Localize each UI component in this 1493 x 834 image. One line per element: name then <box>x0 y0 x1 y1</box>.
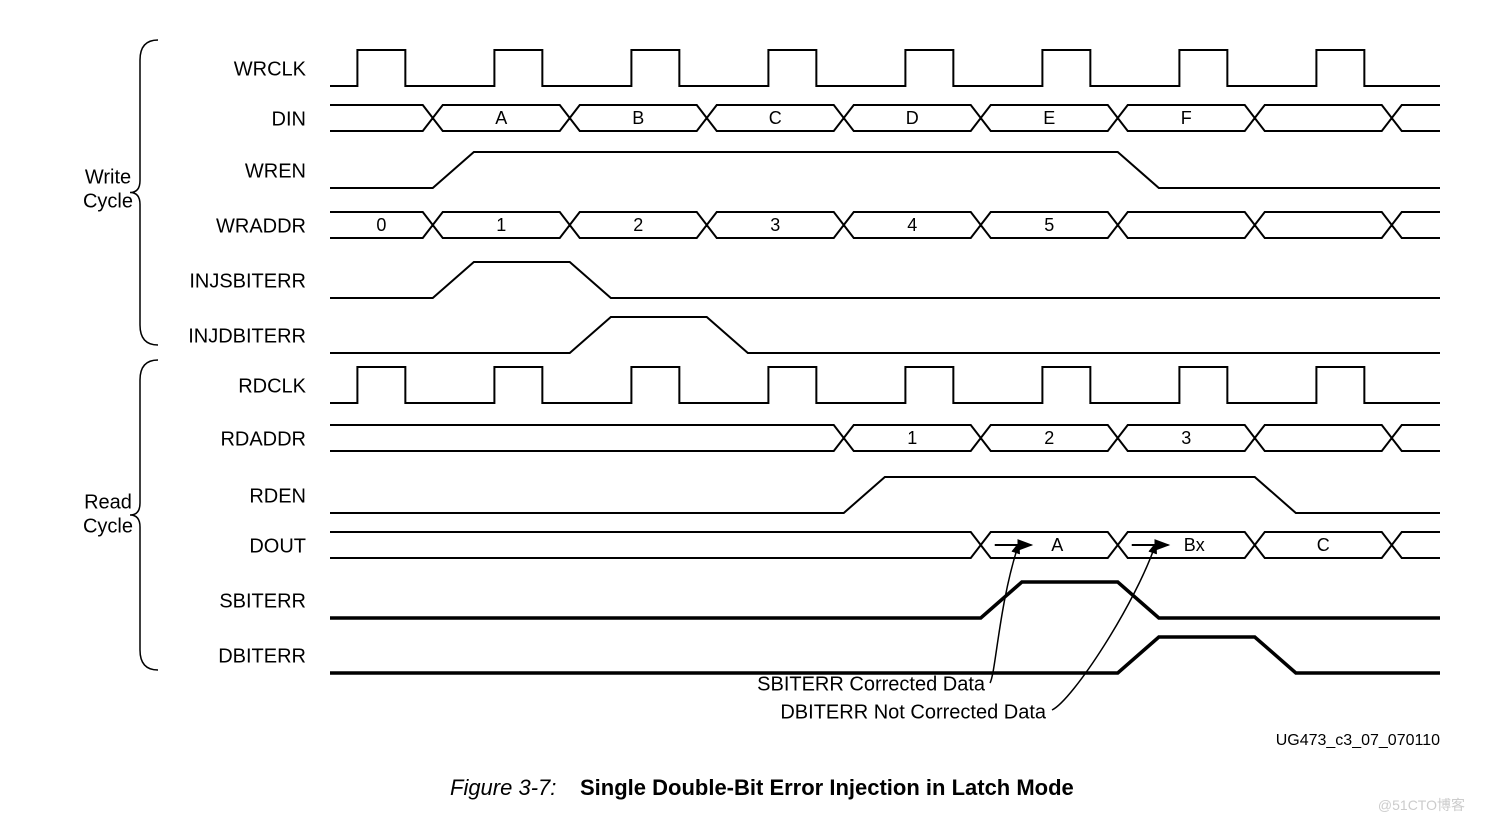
signal-label-rden: RDEN <box>249 485 306 507</box>
level-wave <box>330 582 1440 618</box>
bus-value: B <box>632 108 644 128</box>
level-wave <box>330 317 1440 353</box>
signal-label-wren: WREN <box>245 160 306 182</box>
bus-value: F <box>1181 108 1192 128</box>
signal-label-wraddr: WRADDR <box>216 215 306 237</box>
level-wave <box>330 152 1440 188</box>
doc-id: UG473_c3_07_070110 <box>1276 732 1440 749</box>
bus-value: 0 <box>376 215 386 235</box>
brace <box>130 360 158 670</box>
bus-value: C <box>1317 535 1330 555</box>
bus-value: 3 <box>1181 428 1191 448</box>
bus-bottom <box>330 438 1440 451</box>
clock-wave <box>330 50 1440 86</box>
bus-value: 1 <box>496 215 506 235</box>
group-label: Cycle <box>83 190 133 212</box>
bus-value: 2 <box>633 215 643 235</box>
timing-diagram: WriteCycleReadCycleWRCLKDINABCDEFWRENWRA… <box>20 20 1473 814</box>
bus-value: 3 <box>770 215 780 235</box>
caption-prefix: Figure 3-7: <box>450 775 556 800</box>
level-wave <box>330 637 1440 673</box>
bus-top <box>330 425 1440 438</box>
caption-title: Single Double-Bit Error Injection in Lat… <box>580 775 1074 800</box>
bus-value: A <box>1051 535 1063 555</box>
signal-label-injdbit: INJDBITERR <box>188 325 306 347</box>
timing-svg: WriteCycleReadCycleWRCLKDINABCDEFWRENWRA… <box>20 20 1473 814</box>
level-wave <box>330 477 1440 513</box>
annotation-arrow <box>1052 543 1156 710</box>
signal-label-rdaddr: RDADDR <box>220 428 306 450</box>
watermark: @51CTO博客 <box>1378 797 1465 813</box>
bus-value: 2 <box>1044 428 1054 448</box>
level-wave <box>330 262 1440 298</box>
group-label: Write <box>85 166 131 188</box>
annotation-text: SBITERR Corrected Data <box>757 673 986 695</box>
bus-value: 1 <box>907 428 917 448</box>
bus-value: A <box>495 108 507 128</box>
annotation-arrow <box>990 543 1019 683</box>
signal-label-din: DIN <box>272 108 306 130</box>
signal-label-rdclk: RDCLK <box>238 375 306 397</box>
annotation-text: DBITERR Not Corrected Data <box>780 701 1047 723</box>
bus-value: C <box>769 108 782 128</box>
bus-value: D <box>906 108 919 128</box>
bus-value: E <box>1043 108 1055 128</box>
group-label: Cycle <box>83 515 133 537</box>
bus-value: 4 <box>907 215 917 235</box>
clock-wave <box>330 367 1440 403</box>
brace <box>130 40 158 345</box>
signal-label-dout: DOUT <box>249 535 306 557</box>
bus-value: Bx <box>1184 535 1205 555</box>
bus-value: 5 <box>1044 215 1054 235</box>
bus-top <box>330 532 1440 545</box>
signal-label-wrclk: WRCLK <box>234 58 307 80</box>
signal-label-sbiterr: SBITERR <box>219 590 306 612</box>
group-label: Read <box>84 491 132 513</box>
signal-label-injsbit: INJSBITERR <box>189 270 306 292</box>
bus-bottom <box>330 545 1440 558</box>
signal-label-dbiterr: DBITERR <box>218 645 306 667</box>
